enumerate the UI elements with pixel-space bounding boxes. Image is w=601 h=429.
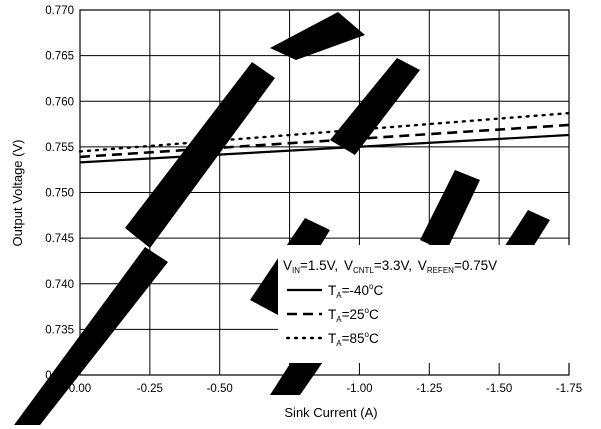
legend-label: TA=-40oC: [328, 282, 383, 300]
x-tick-label: -1.75: [556, 383, 582, 395]
y-tick-label: 0.765: [45, 51, 74, 63]
legend-conditions: VIN=1.5V, VCNTL=3.3V, VREFEN=0.75V: [283, 258, 497, 275]
y-tick-label: 0.770: [45, 5, 74, 17]
watermark-shapes: [14, 12, 550, 425]
series-line-1: [79, 123, 570, 159]
series-group: [78, 111, 571, 164]
y-tick-label: 0.730: [45, 370, 74, 382]
y-tick-label: 0.760: [45, 96, 74, 108]
plot-frame: [79, 9, 570, 376]
legend-label: TA=85oC: [328, 330, 379, 348]
x-tick-label: -0.75: [276, 383, 302, 395]
legend: VIN=1.5V, VCNTL=3.3V, VREFEN=0.75V TA=-4…: [278, 245, 573, 363]
y-tick-label: 0.745: [45, 233, 74, 245]
y-tick-label: 0.755: [45, 142, 74, 154]
y-tick-label: 0.740: [45, 279, 74, 291]
x-tick-label: 0.00: [69, 383, 91, 395]
x-tick-labels: 0.00 -0.25 -0.50 -0.75 -1.00 -1.25 -1.50 -1.75: [69, 383, 582, 395]
x-axis-title: Sink Current (A): [284, 405, 377, 420]
y-tick-label: 0.735: [45, 324, 74, 336]
legend-label: TA=25oC: [328, 306, 379, 324]
series-line-0: [79, 133, 570, 164]
series-line-2: [78, 111, 571, 153]
x-tick-label: -1.25: [416, 383, 442, 395]
x-tick-label: -1.00: [346, 383, 372, 395]
x-tick-label: -0.50: [207, 383, 233, 395]
x-tick-label: -1.50: [486, 383, 512, 395]
legend-background: [278, 245, 573, 363]
y-tick-labels: 0.730 0.735 0.740 0.745 0.750 0.755 0.760 0.765…: [45, 5, 74, 382]
y-tick-label: 0.750: [45, 188, 74, 200]
y-axis-title: Output Voltage (V): [10, 140, 25, 247]
x-tick-label: -0.25: [137, 383, 163, 395]
